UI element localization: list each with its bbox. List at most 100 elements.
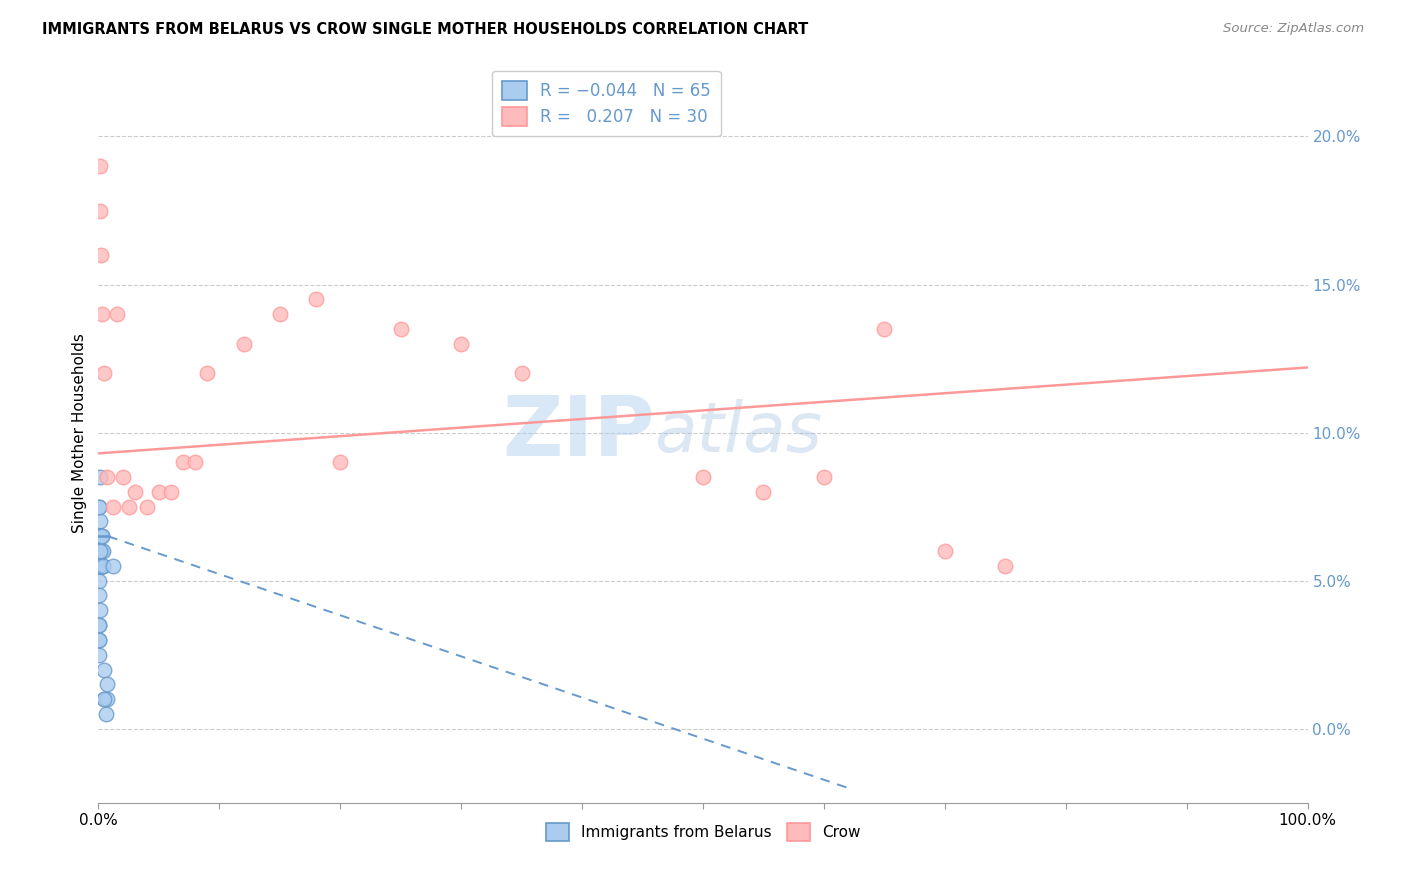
Point bbox=[87, 558, 110, 573]
Point bbox=[184, 455, 207, 469]
Point bbox=[91, 529, 114, 543]
Point bbox=[160, 484, 183, 499]
Point bbox=[87, 500, 110, 514]
Point bbox=[89, 632, 111, 647]
Point bbox=[195, 367, 218, 381]
Point bbox=[873, 322, 896, 336]
Point bbox=[91, 544, 114, 558]
Point bbox=[89, 529, 111, 543]
Point bbox=[89, 558, 111, 573]
Point bbox=[89, 544, 111, 558]
Point bbox=[87, 589, 110, 603]
Point bbox=[90, 558, 112, 573]
Point bbox=[89, 203, 111, 218]
Point bbox=[89, 515, 111, 529]
Point bbox=[87, 632, 110, 647]
Point bbox=[89, 558, 111, 573]
Point bbox=[89, 529, 111, 543]
Point bbox=[90, 544, 112, 558]
Point bbox=[96, 470, 118, 484]
Point bbox=[89, 529, 111, 543]
Point bbox=[118, 500, 141, 514]
Text: IMMIGRANTS FROM BELARUS VS CROW SINGLE MOTHER HOUSEHOLDS CORRELATION CHART: IMMIGRANTS FROM BELARUS VS CROW SINGLE M… bbox=[42, 22, 808, 37]
Point bbox=[389, 322, 412, 336]
Point bbox=[90, 544, 112, 558]
Point bbox=[89, 618, 111, 632]
Point bbox=[692, 470, 714, 484]
Point bbox=[124, 484, 146, 499]
Y-axis label: Single Mother Households: Single Mother Households bbox=[72, 333, 87, 533]
Point bbox=[87, 500, 110, 514]
Point bbox=[232, 336, 254, 351]
Point bbox=[91, 529, 114, 543]
Point bbox=[90, 544, 112, 558]
Point bbox=[89, 529, 111, 543]
Point bbox=[89, 529, 111, 543]
Point bbox=[87, 529, 110, 543]
Point bbox=[87, 529, 110, 543]
Point bbox=[90, 529, 112, 543]
Point bbox=[510, 367, 533, 381]
Point bbox=[89, 529, 111, 543]
Point bbox=[87, 529, 110, 543]
Point bbox=[89, 529, 111, 543]
Point bbox=[87, 529, 110, 543]
Point bbox=[329, 455, 352, 469]
Point bbox=[101, 500, 124, 514]
Point bbox=[269, 307, 291, 321]
Point bbox=[89, 529, 111, 543]
Point bbox=[96, 677, 118, 691]
Point bbox=[90, 248, 112, 262]
Point bbox=[934, 544, 956, 558]
Point bbox=[305, 293, 328, 307]
Text: ZIP: ZIP bbox=[502, 392, 655, 473]
Point bbox=[91, 307, 114, 321]
Point bbox=[90, 558, 112, 573]
Point bbox=[90, 529, 112, 543]
Point bbox=[91, 558, 114, 573]
Point bbox=[93, 663, 115, 677]
Point bbox=[87, 558, 110, 573]
Legend: Immigrants from Belarus, Crow: Immigrants from Belarus, Crow bbox=[540, 817, 866, 847]
Text: Source: ZipAtlas.com: Source: ZipAtlas.com bbox=[1223, 22, 1364, 36]
Point bbox=[87, 558, 110, 573]
Point bbox=[148, 484, 170, 499]
Point bbox=[111, 470, 134, 484]
Point bbox=[89, 558, 111, 573]
Point bbox=[87, 529, 110, 543]
Point bbox=[87, 529, 110, 543]
Point bbox=[135, 500, 157, 514]
Point bbox=[91, 558, 114, 573]
Point bbox=[91, 544, 114, 558]
Point bbox=[89, 470, 111, 484]
Point bbox=[87, 618, 110, 632]
Point bbox=[813, 470, 835, 484]
Point bbox=[93, 367, 115, 381]
Point bbox=[89, 544, 111, 558]
Point bbox=[105, 307, 128, 321]
Point bbox=[89, 544, 111, 558]
Point bbox=[89, 529, 111, 543]
Point bbox=[94, 706, 117, 721]
Point bbox=[101, 558, 124, 573]
Point bbox=[89, 603, 111, 617]
Point bbox=[96, 692, 118, 706]
Point bbox=[87, 574, 110, 588]
Point bbox=[93, 692, 115, 706]
Point bbox=[752, 484, 775, 499]
Point bbox=[93, 692, 115, 706]
Point bbox=[87, 558, 110, 573]
Point bbox=[91, 558, 114, 573]
Point bbox=[87, 529, 110, 543]
Point bbox=[89, 544, 111, 558]
Point bbox=[994, 558, 1017, 573]
Point bbox=[89, 544, 111, 558]
Point bbox=[172, 455, 194, 469]
Point bbox=[450, 336, 472, 351]
Point bbox=[90, 558, 112, 573]
Point bbox=[90, 558, 112, 573]
Point bbox=[91, 558, 114, 573]
Point bbox=[89, 159, 111, 173]
Point bbox=[87, 558, 110, 573]
Point bbox=[89, 648, 111, 662]
